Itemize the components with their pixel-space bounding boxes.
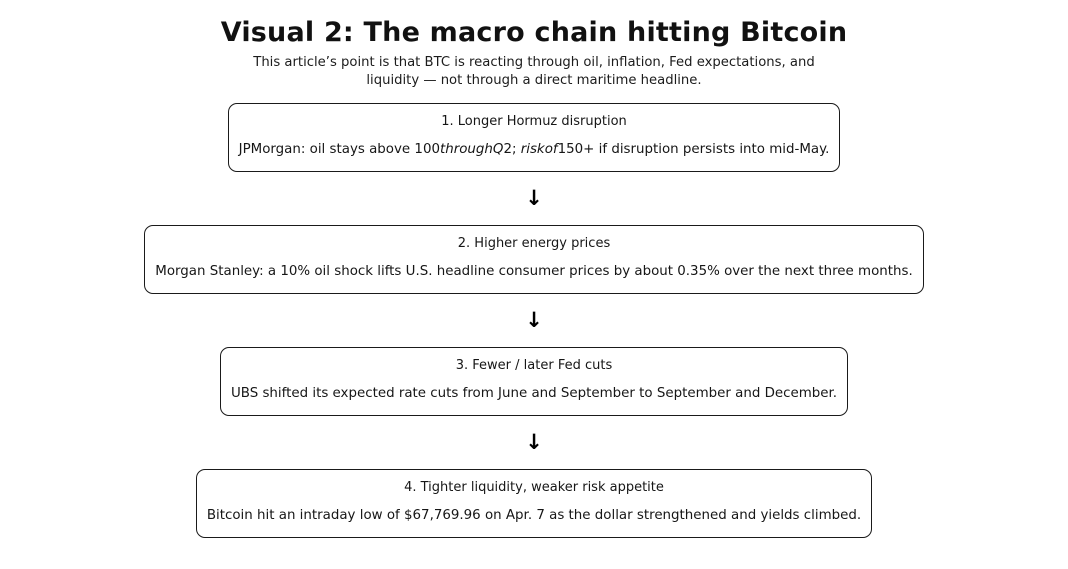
flow-box-energy-prices: 2. Higher energy prices Morgan Stanley: … — [144, 225, 924, 295]
flow-box-body: Morgan Stanley: a 10% oil shock lifts U.… — [155, 264, 913, 280]
flow-box-title: 1. Longer Hormuz disruption — [441, 114, 627, 130]
flow-box-hormuz-disruption: 1. Longer Hormuz disruption JPMorgan: oi… — [227, 103, 841, 173]
flow-box-body: JPMorgan: oil stays above 100throughQ2; … — [238, 142, 830, 158]
flow-box-title: 2. Higher energy prices — [457, 236, 611, 252]
subtitle-line-2: liquidity — not through a direct maritim… — [366, 73, 702, 89]
flow-box-title: 3. Fewer / later Fed cuts — [455, 358, 613, 374]
flow-box-body: Bitcoin hit an intraday low of $67,769.9… — [206, 508, 862, 524]
flow-column: 1. Longer Hormuz disruption JPMorgan: oi… — [144, 103, 924, 539]
down-arrow-icon: ↓ — [525, 430, 543, 455]
flow-box-fed-cuts: 3. Fewer / later Fed cuts UBS shifted it… — [219, 347, 849, 417]
flow-box-liquidity-risk: 4. Tighter liquidity, weaker risk appeti… — [195, 469, 873, 539]
page-title: Visual 2: The macro chain hitting Bitcoi… — [220, 17, 848, 48]
down-arrow-icon: ↓ — [525, 186, 543, 211]
subtitle-line-1: This article’s point is that BTC is reac… — [253, 55, 815, 71]
page-subtitle: This article’s point is that BTC is reac… — [253, 54, 814, 90]
down-arrow-icon: ↓ — [525, 308, 543, 333]
flow-box-title: 4. Tighter liquidity, weaker risk appeti… — [404, 480, 664, 496]
flow-box-body: UBS shifted its expected rate cuts from … — [230, 386, 838, 402]
